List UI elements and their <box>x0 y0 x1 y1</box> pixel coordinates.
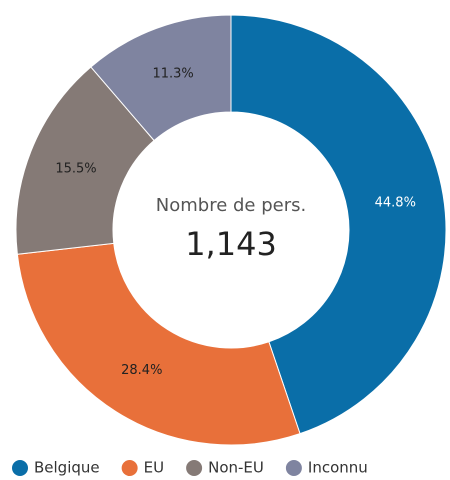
legend-swatch <box>285 460 302 476</box>
legend-swatch <box>12 460 28 476</box>
data-label: 28.4% <box>121 363 162 378</box>
data-label: 11.3% <box>152 66 193 81</box>
legend-swatch <box>186 460 203 476</box>
legend-label: EU <box>144 459 164 477</box>
legend-label: Inconnu <box>308 459 368 477</box>
slice <box>15 66 155 255</box>
legend-label: Belgique <box>34 459 100 477</box>
slice <box>230 14 447 435</box>
data-label: 15.5% <box>55 162 96 177</box>
slice <box>16 242 301 446</box>
data-label: 44.8% <box>375 195 416 210</box>
legend-label: Non-EU <box>208 459 264 477</box>
legend-swatch <box>121 460 138 476</box>
slice <box>90 14 232 142</box>
center-value: 1,143 <box>185 225 277 263</box>
center-title: Nombre de pers. <box>156 195 306 216</box>
